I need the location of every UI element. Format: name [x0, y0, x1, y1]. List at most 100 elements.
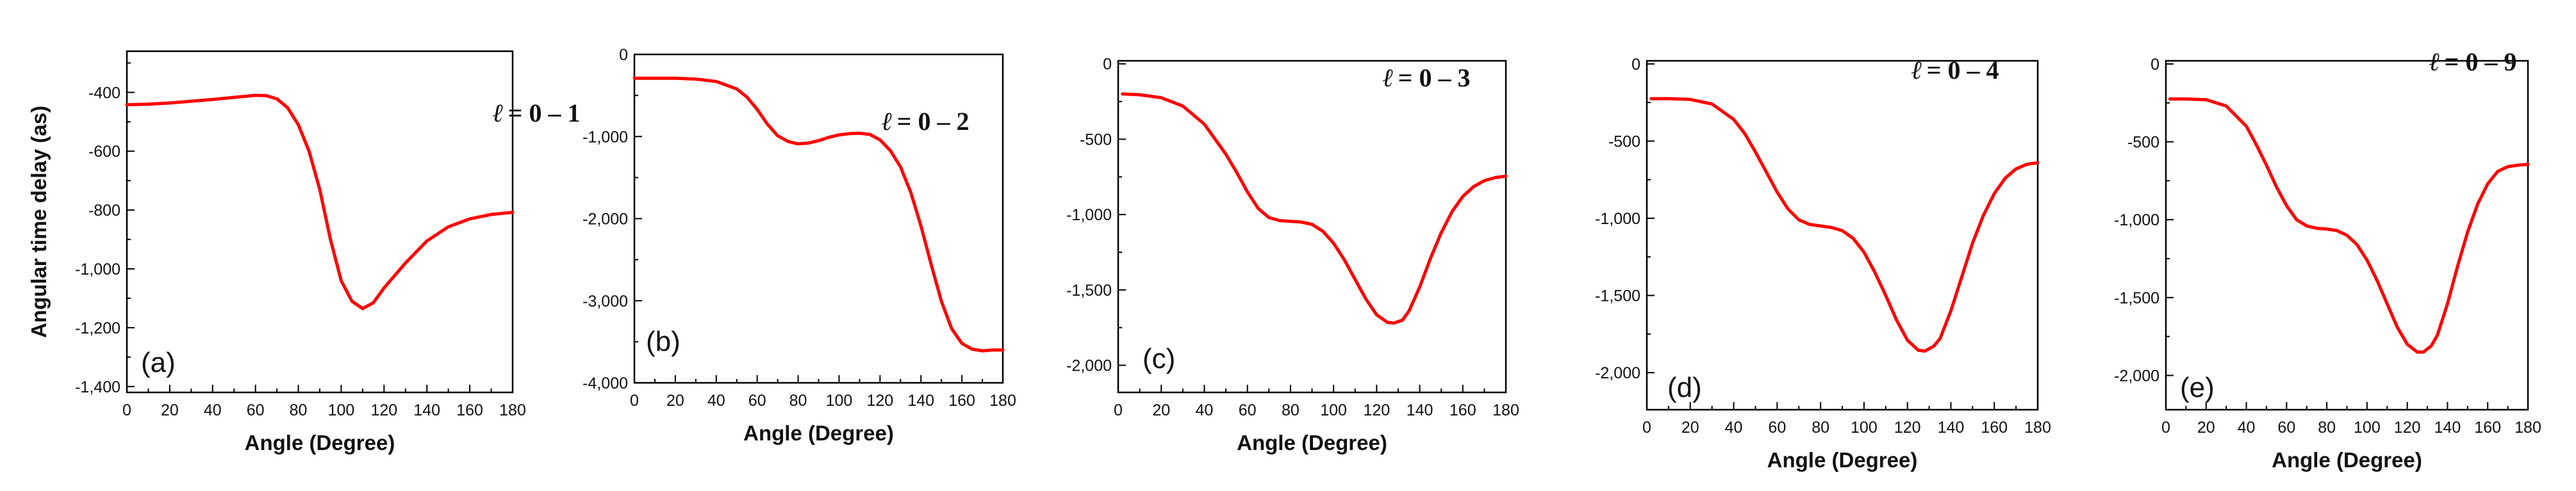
- x-tick-label: 180: [2514, 419, 2541, 437]
- ell-symbol: ℓ: [1382, 63, 1393, 92]
- y-tick-label: -400: [88, 84, 120, 102]
- x-tick-label: 160: [1449, 401, 1476, 419]
- y-tick-label: -1,000: [582, 128, 628, 146]
- x-tick-label: 40: [1196, 401, 1214, 419]
- series-line: [632, 76, 1005, 353]
- y-tick-label: -1,500: [1066, 282, 1112, 300]
- x-tick-label: 100: [2354, 419, 2381, 437]
- y-tick-label: -2,000: [2114, 367, 2159, 385]
- series-line: [2168, 97, 2530, 354]
- x-tick-label: 0: [1642, 419, 1651, 437]
- x-tick-label: 20: [1152, 401, 1170, 419]
- x-tick-label: 180: [2024, 419, 2051, 437]
- ell-symbol: ℓ: [492, 99, 503, 127]
- x-axis-title: Angle (Degree): [2272, 448, 2422, 472]
- chart-panel-2: 0 20 40 60 80 100 120 140 160 180 0 -1,000 -2,000 -3,…: [582, 46, 1016, 445]
- y-tick-label: -600: [88, 143, 120, 161]
- x-tick-label: 160: [1981, 419, 2008, 437]
- y-tick-label: -3,000: [582, 293, 628, 310]
- ell-range-value: = 0 – 3: [1398, 63, 1471, 92]
- y-axis-title: Angular time delay (as): [27, 106, 51, 338]
- x-tick-label: 100: [1320, 401, 1347, 419]
- y-tick-label: 0: [1103, 56, 1112, 74]
- ell-symbol: ℓ: [1911, 56, 1922, 85]
- y-tick-label: -1,500: [1595, 287, 1640, 305]
- ell-range-value: = 0 – 2: [897, 107, 970, 136]
- y-tick-label: -1,500: [2114, 289, 2159, 307]
- x-tick-label: 40: [1725, 419, 1743, 437]
- x-tick-label: 120: [2394, 419, 2421, 437]
- panel-label: (c): [1143, 343, 1175, 374]
- x-axis-title: Angle (Degree): [1237, 431, 1387, 455]
- x-axis-title: Angle (Degree): [245, 431, 395, 455]
- x-tick-label: 140: [1407, 401, 1433, 419]
- y-tick-label: -2,000: [1595, 364, 1640, 382]
- x-tick-label: 140: [413, 401, 440, 419]
- y-tick-label: -1,000: [2114, 211, 2159, 229]
- x-tick-label: 20: [2197, 419, 2215, 437]
- series-line: [1121, 92, 1508, 325]
- plot-frame: [633, 53, 1004, 384]
- x-tick-label: 80: [2318, 419, 2336, 437]
- x-tick-label: 120: [1363, 401, 1390, 419]
- plot-frame: [1117, 60, 1507, 394]
- x-tick-label: 80: [1812, 419, 1829, 437]
- x-tick-label: 160: [948, 392, 975, 410]
- ell-symbol: ℓ: [881, 107, 892, 136]
- x-tick-label: 20: [1681, 419, 1699, 437]
- y-tick-label: 0: [619, 46, 628, 64]
- y-tick-label: -2,000: [582, 211, 628, 229]
- x-tick-label: 0: [1114, 401, 1123, 419]
- x-tick-label: 180: [499, 401, 526, 419]
- ell-range-annotation: ℓ = 0 – 9: [2429, 47, 2516, 76]
- series-line: [1649, 97, 2040, 353]
- y-tick-label: -1,000: [75, 261, 120, 278]
- ell-range-annotation: ℓ = 0 – 4: [1911, 56, 1999, 85]
- x-tick-label: 160: [456, 401, 483, 419]
- x-tick-label: 60: [1768, 419, 1786, 437]
- ell-range-value: = 0 – 4: [1927, 56, 1999, 85]
- x-tick-label: 140: [2434, 419, 2461, 437]
- x-tick-label: 100: [826, 392, 853, 410]
- x-tick-label: 0: [122, 401, 131, 419]
- x-axis-title: Angle (Degree): [743, 421, 894, 445]
- x-tick-label: 100: [1851, 419, 1878, 437]
- y-tick-label: -4,000: [582, 374, 628, 392]
- y-tick-label: -1,000: [1595, 210, 1640, 228]
- x-tick-label: 120: [370, 401, 397, 419]
- x-tick-label: 40: [707, 392, 725, 410]
- x-tick-label: 40: [204, 401, 222, 419]
- x-tick-label: 60: [2277, 419, 2295, 437]
- x-tick-label: 120: [1894, 419, 1921, 437]
- x-tick-label: 60: [748, 392, 766, 410]
- x-tick-label: 60: [1239, 401, 1257, 419]
- ell-range-annotation: ℓ = 0 – 1: [492, 99, 580, 127]
- x-tick-label: 160: [2474, 419, 2501, 437]
- x-tick-label: 140: [1938, 419, 1965, 437]
- x-tick-label: 120: [866, 392, 893, 410]
- x-tick-label: 0: [2161, 419, 2170, 437]
- series-line: [125, 93, 515, 310]
- chart-panel-1: 0 20 40 60 80 100 120 140 160 180 -400 -600 -800 -1,0…: [27, 50, 580, 455]
- chart-panel-3: 0 20 40 60 80 100 120 140 160 180 0 -500 -1,000 -1,50…: [1066, 56, 1519, 455]
- plot-frame: [1646, 60, 2039, 411]
- y-tick-label: 0: [2151, 56, 2159, 74]
- panel-label: (d): [1667, 372, 1702, 403]
- x-tick-label: 80: [789, 392, 807, 410]
- ell-range-value: = 0 – 9: [2445, 47, 2517, 76]
- chart-panel-5: 0 20 40 60 80 100 120 140 160 180 0 -500 -1,000 -1,50…: [2114, 47, 2541, 472]
- x-tick-label: 60: [247, 401, 265, 419]
- x-tick-label: 140: [907, 392, 934, 410]
- y-tick-label: -1,000: [1066, 206, 1112, 224]
- x-tick-label: 180: [1492, 401, 1519, 419]
- x-axis-title: Angle (Degree): [1767, 448, 1918, 472]
- panel-label: (b): [646, 326, 681, 357]
- ell-range-value: = 0 – 1: [508, 99, 581, 127]
- y-tick-label: -800: [88, 202, 120, 220]
- x-tick-label: 180: [989, 392, 1016, 410]
- panel-label: (a): [141, 347, 176, 378]
- ell-symbol: ℓ: [2429, 47, 2440, 76]
- x-tick-label: 80: [290, 401, 308, 419]
- y-tick-label: -1,400: [75, 378, 120, 396]
